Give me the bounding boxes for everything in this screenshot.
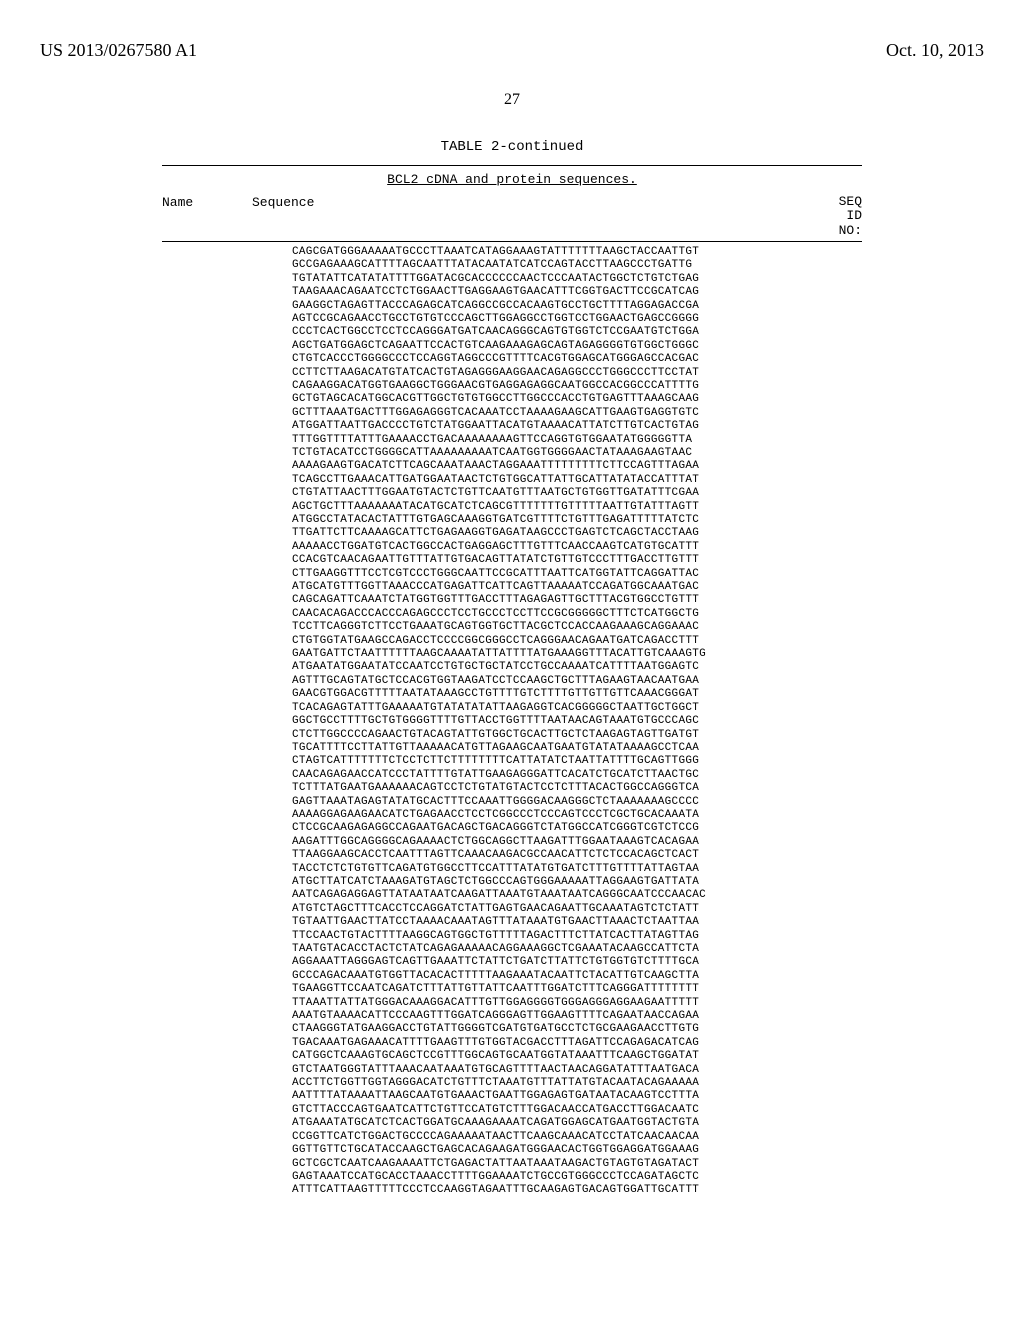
page-header: US 2013/0267580 A1 Oct. 10, 2013 [40, 40, 984, 61]
sequence-line: CTGTATTAACTTTGGAATGTACTCTGTTCAATGTTTAATG… [292, 487, 862, 500]
sequence-line: CCCTCACTGGCCTCCTCCAGGGATGATCAACAGGGCAGTG… [292, 326, 862, 339]
col-header-name: Name [162, 195, 232, 238]
sequence-line: ATGCTTATCATCTAAAGATGTAGCTCTGGCCCAGTGGGAA… [292, 876, 862, 889]
sequence-line: GAAGGCTAGAGTTACCCAGAGCATCAGGCCGCCACAAGTG… [292, 300, 862, 313]
sequence-line: TGACAAATGAGAAACATTTTGAAGTTTGTGGTACGACCTT… [292, 1037, 862, 1050]
sequence-line: AGTTTGCAGTATGCTCCACGTGGTAAGATCCTCCAAGCTG… [292, 675, 862, 688]
sequence-line: GAATGATTCTAATTTTTTAAGCAAAATATTATTTTATGAA… [292, 648, 862, 661]
sequence-line: CTGTGGTATGAAGCCAGACCTCCCCGGCGGGCCTCAGGGA… [292, 635, 862, 648]
table-column-headers: Name Sequence SEQ ID NO: [162, 195, 862, 242]
sequence-line: ATGGATTAATTGACCCCTGTCTATGGAATTACATGTAAAA… [292, 420, 862, 433]
sequence-line: CCTTCTTAAGACATGTATCACTGTAGAGGGAAGGAACAGA… [292, 367, 862, 380]
sequence-line: AAATGTAAAACATTCCCAAGTTTGGATCAGGGAGTTGGAA… [292, 1010, 862, 1023]
sequence-line: TTCCAACTGTACTTTTAAGGCAGTGGCTGTTTTTAGACTT… [292, 930, 862, 943]
sequence-line: ATGAAATATGCATCTCACTGGATGCAAAGAAAATCAGATG… [292, 1117, 862, 1130]
sequence-line: TAATGTACACCTACTCTATCAGAGAAAAACAGGAAAGGCT… [292, 943, 862, 956]
sequence-line: CTAAGGGTATGAAGGACCTGTATTGGGGTCGATGTGATGC… [292, 1023, 862, 1036]
sequence-line: GCTTTAAATGACTTTGGAGAGGGTCACAAATCCTAAAAGA… [292, 407, 862, 420]
sequence-line: ATGGCCTATACACTATTTGTGAGCAAAGGTGATCGTTTTC… [292, 514, 862, 527]
sequence-line: CATGGCTCAAAGTGCAGCTCCGTTTGGCAGTGCAATGGTA… [292, 1050, 862, 1063]
sequence-line: ATTTCATTAAGTTTTTCCCTCCAAGGTAGAATTTGCAAGA… [292, 1184, 862, 1197]
sequence-line: GAGTTAAATAGAGTATATGCACTTTCCAAATTGGGGACAA… [292, 796, 862, 809]
sequence-line: GTCTAATGGGTATTTAAACAATAAATGTGCAGTTTTAACT… [292, 1064, 862, 1077]
sequence-line: GCCCAGACAAATGTGGTTACACACTTTTTAAGAAATACAA… [292, 970, 862, 983]
sequence-line: TGTAATTGAACTTATCCTAAAACAAATAGTTTATAAATGT… [292, 916, 862, 929]
table-subtitle: BCL2 cDNA and protein sequences. [162, 165, 862, 187]
sequence-line: AAAAGAAGTGACATCTTCAGCAAATAAACTAGGAAATTTT… [292, 460, 862, 473]
sequence-line: GCTGTAGCACATGGCACGTTGGCTGTGTGGCCTTGGCCCA… [292, 393, 862, 406]
sequence-line: TGAAGGTTCCAATCAGATCTTTATTGTTATTCAATTTGGA… [292, 983, 862, 996]
sequence-line: GGTTGTTCTGCATACCAAGCTGAGCACAGAAGATGGGAAC… [292, 1144, 862, 1157]
table-wrapper: BCL2 cDNA and protein sequences. Name Se… [162, 165, 862, 242]
sequence-line: AAAAACCTGGATGTCACTGGCCACTGAGGAGCTTTGTTTC… [292, 541, 862, 554]
page-container: US 2013/0267580 A1 Oct. 10, 2013 27 TABL… [0, 0, 1024, 1320]
sequence-line: AGTCCGCAGAACCTGCCTGTGTCCCAGCTTGGAGGCCTGG… [292, 313, 862, 326]
sequence-line: TCACAGAGTATTTGAAAAATGTATATATATTAAGAGGTCA… [292, 702, 862, 715]
sequence-line: TTAAATTATTATGGGACAAAGGACATTTGTTGGAGGGGTG… [292, 997, 862, 1010]
sequence-line: CTCTTGGCCCCAGAACTGTACAGTATTGTGGCTGCACTTG… [292, 729, 862, 742]
sequence-line: CCACGTCAACAGAATTGTTTATTGTGACAGTTATATCTGT… [292, 554, 862, 567]
sequence-line: GCTCGCTCAATCAAGAAAATTCTGAGACTATTAATAAATA… [292, 1158, 862, 1171]
sequence-line: TAAGAAACAGAATCCTCTGGAACTTGAGGAAGTGAACATT… [292, 286, 862, 299]
sequence-line: AGCTGATGGAGCTCAGAATTCCACTGTCAAGAAAGAGCAG… [292, 340, 862, 353]
sequence-line: ATGCATGTTTGGTTAAACCCATGAGATTCATTCAGTTAAA… [292, 581, 862, 594]
sequence-line: TCTGTACATCCTGGGGCATTAAAAAAAAATCAATGGTGGG… [292, 447, 862, 460]
sequence-line: CTCCGCAAGAGAGGCCAGAATGACAGCTGACAGGGTCTAT… [292, 822, 862, 835]
sequence-line: CCGGTTCATCTGGACTGCCCCAGAAAAATAACTTCAAGCA… [292, 1131, 862, 1144]
sequence-line: GTCTTACCCAGTGAATCATTCTGTTCCATGTCTTTGGACA… [292, 1104, 862, 1117]
sequence-line: TTTGGTTTTATTTGAAAACCTGACAAAAAAAAGTTCCAGG… [292, 434, 862, 447]
sequence-line: GCCGAGAAAGCATTTTAGCAATTTATACAATATCATCCAG… [292, 259, 862, 272]
sequence-line: CAGCGATGGGAAAAATGCCCTTAAATCATAGGAAAGTATT… [292, 246, 862, 259]
sequence-line: CTTGAAGGTTTCCTCGTCCCTGGGCAATTCCGCATTTAAT… [292, 568, 862, 581]
sequence-line: ATGAATATGGAATATCCAATCCTGTGCTGCTATCCTGCCA… [292, 661, 862, 674]
sequence-line: ATGTCTAGCTTTCACCTCCAGGATCTATTGAGTGAACAGA… [292, 903, 862, 916]
table-title: TABLE 2-continued [40, 139, 984, 155]
sequence-line: TCCTTCAGGGTCTTCCTGAAATGCAGTGGTGCTTACGCTC… [292, 621, 862, 634]
sequence-line: AAAAGGAGAAGAACATCTGAGAACCTCCTCGGCCCTCCCA… [292, 809, 862, 822]
sequence-line: TTAAGGAAGCACCTCAATTTAGTTCAAACAAGACGCCAAC… [292, 849, 862, 862]
sequence-line: TACCTCTCTGTGTTCAGATGTGGCCTTCCATTTATATGTG… [292, 863, 862, 876]
sequence-line: AATTTTATAAAATTAAGCAATGTGAAACTGAATTGGAGAG… [292, 1090, 862, 1103]
sequence-line: CTGTCACCCTGGGGCCCTCCAGGTAGGCCCGTTTTCACGT… [292, 353, 862, 366]
sequence-line: TGCATTTTCCTTATTGTTAAAAACATGTTAGAAGCAATGA… [292, 742, 862, 755]
sequence-line: CAACACAGACCCACCCAGAGCCCTCCTGCCCTCCTTCCGC… [292, 608, 862, 621]
sequence-line: AGCTGCTTTAAAAAAATACATGCATCTCAGCGTTTTTTTG… [292, 501, 862, 514]
sequence-line: CAGCAGATTCAAATCTATGGTGGTTTGACCTTTAGAGAGT… [292, 594, 862, 607]
sequence-line: TCTTTATGAATGAAAAAACAGTCCTCTGTATGTACTCCTC… [292, 782, 862, 795]
sequence-line: GAGTAAATCCATGCACCTAAACCTTTTGGAAAATCTGCCG… [292, 1171, 862, 1184]
sequence-line: GGCTGCCTTTTGCTGTGGGGTTTTGTTACCTGGTTTTAAT… [292, 715, 862, 728]
sequence-line: TCAGCCTTGAAACATTGATGGAATAACTCTGTGGCATTAT… [292, 474, 862, 487]
sequence-line: CAACAGAGAACCATCCCTATTTTGTATTGAAGAGGGATTC… [292, 769, 862, 782]
sequence-line: CTAGTCATTTTTTTCTCCTCTTCTTTTTTTTCATTATATC… [292, 755, 862, 768]
sequence-line: AAGATTTGGCAGGGGCAGAAAACTCTGGCAGGCTTAAGAT… [292, 836, 862, 849]
col-header-sequence: Sequence [232, 195, 822, 238]
sequence-line: AGGAAATTAGGGAGTCAGTTGAAATTCTATTCTGATCTTA… [292, 956, 862, 969]
sequence-line: TGTATATTCATATATTTTGGATACGCACCCCCCAACTCCC… [292, 273, 862, 286]
sequence-line: ACCTTCTGGTTGGTAGGGACATCTGTTTCTAAATGTTTAT… [292, 1077, 862, 1090]
publication-number: US 2013/0267580 A1 [40, 40, 197, 61]
col-header-seqid: SEQ ID NO: [822, 195, 862, 238]
sequence-line: CAGAAGGACATGGTGAAGGCTGGGAACGTGAGGAGAGGCA… [292, 380, 862, 393]
sequence-line: AATCAGAGAGGAGTTATAATAATCAAGATTAAATGTAAAT… [292, 889, 862, 902]
sequence-block: CAGCGATGGGAAAAATGCCCTTAAATCATAGGAAAGTATT… [162, 246, 862, 1198]
publication-date: Oct. 10, 2013 [886, 40, 984, 61]
sequence-line: GAACGTGGACGTTTTTAATATAAAGCCTGTTTTGTCTTTT… [292, 688, 862, 701]
sequence-line: TTGATTCTTCAAAAGCATTCTGAGAAGGTGAGATAAGCCC… [292, 527, 862, 540]
page-number: 27 [40, 91, 984, 109]
